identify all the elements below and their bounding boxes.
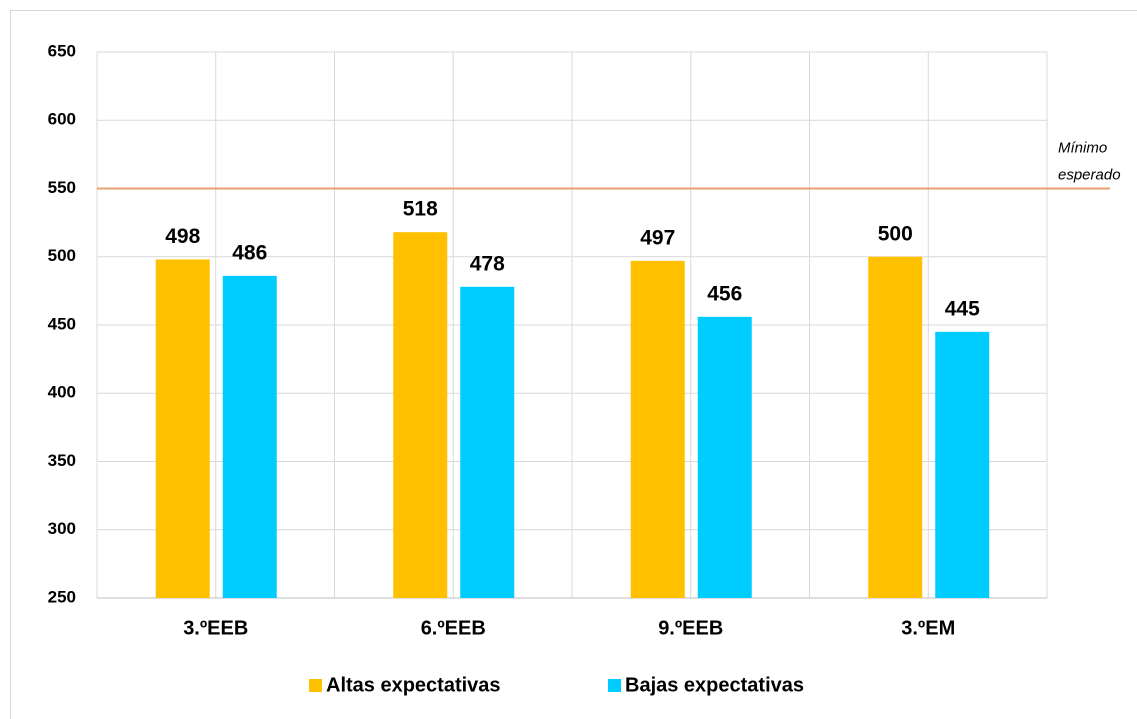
x-tick-label: 9.ºEEB <box>658 617 723 639</box>
bar <box>222 275 277 598</box>
legend-swatch <box>309 679 322 692</box>
y-tick-label: 400 <box>48 383 76 402</box>
x-tick-label: 3.ºEM <box>901 617 955 639</box>
data-label: 498 <box>165 225 200 248</box>
y-tick-label: 350 <box>48 451 76 470</box>
bar <box>935 331 990 598</box>
data-label: 445 <box>945 297 980 320</box>
chart-frame <box>10 10 1137 719</box>
data-label: 456 <box>707 282 742 305</box>
bar <box>697 316 752 598</box>
y-tick-label: 450 <box>48 314 76 333</box>
legend-swatch <box>608 679 621 692</box>
bar <box>868 256 923 598</box>
data-label: 486 <box>232 241 267 264</box>
y-tick-label: 650 <box>48 41 76 60</box>
legend-label: Bajas expectativas <box>625 674 804 696</box>
y-tick-label: 600 <box>48 110 76 129</box>
y-tick-label: 550 <box>48 178 76 197</box>
x-tick-label: 6.ºEEB <box>421 617 486 639</box>
y-tick-label: 250 <box>48 587 76 606</box>
data-label: 497 <box>640 226 675 249</box>
bar <box>393 232 448 598</box>
y-tick-label: 500 <box>48 246 76 265</box>
reference-label: esperado <box>1058 166 1121 183</box>
bar <box>155 259 210 598</box>
y-tick-label: 300 <box>48 519 76 538</box>
legend-label: Altas expectativas <box>326 674 501 696</box>
data-label: 478 <box>470 252 505 275</box>
reference-label: Mínimo <box>1058 139 1107 156</box>
x-tick-label: 3.ºEEB <box>183 617 248 639</box>
bar <box>460 286 515 598</box>
data-label: 500 <box>878 222 913 245</box>
bar <box>630 260 685 598</box>
data-label: 518 <box>403 198 438 221</box>
